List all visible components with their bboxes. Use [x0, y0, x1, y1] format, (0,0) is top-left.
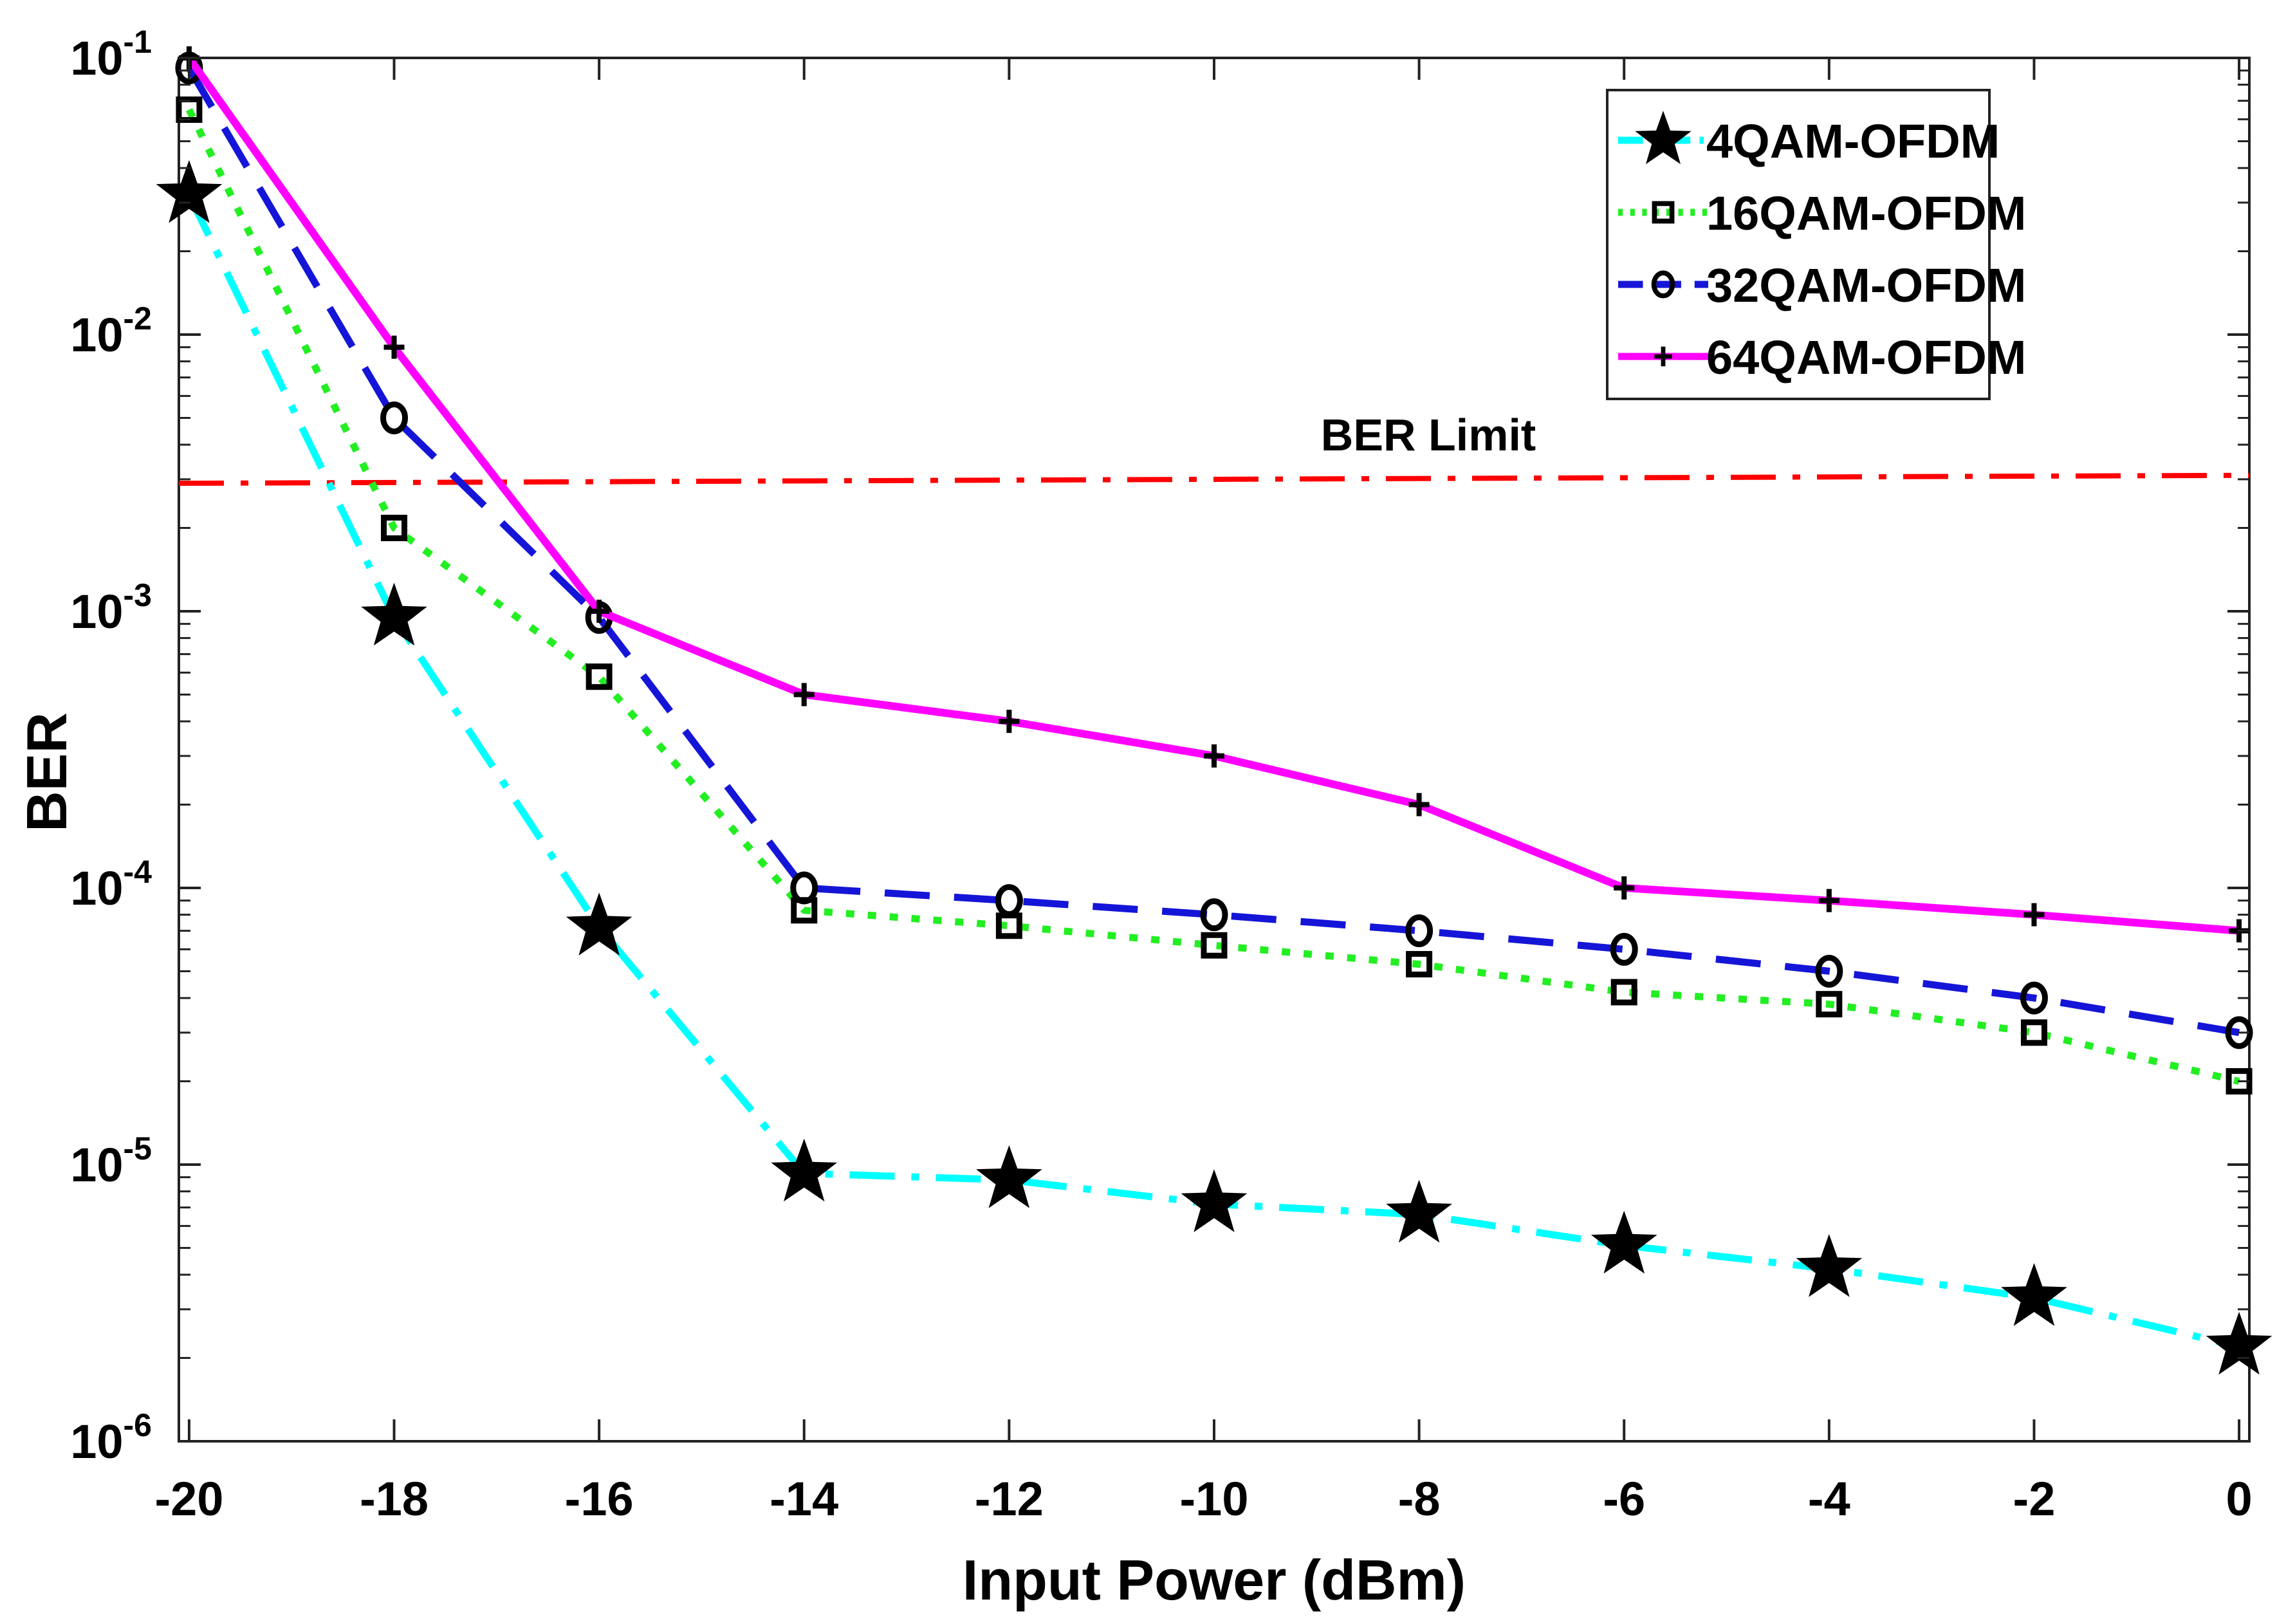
data-point-4qam-ofdm [976, 1145, 1042, 1208]
y-tick-label: 10-3 [70, 577, 152, 638]
series-16qam-ofdm [176, 96, 2253, 1095]
data-point-4qam-ofdm [1796, 1234, 1863, 1297]
data-point-64qam-ofdm [1408, 793, 1430, 817]
data-point-4qam-ofdm [1181, 1169, 1248, 1232]
legend-label-4qam-ofdm: 4QAM-OFDM [1706, 115, 2000, 168]
y-tick-exponent: -4 [124, 854, 152, 890]
y-tick-base: 10 [70, 32, 123, 85]
data-point-32qam-ofdm [1405, 914, 1433, 948]
legend-marker-32qam-ofdm [1651, 270, 1675, 299]
data-point-64qam-ofdm [1614, 876, 1635, 900]
data-point-32qam-ofdm [2020, 981, 2048, 1015]
data-point-4qam-ofdm [2206, 1311, 2272, 1375]
series-line-16qam-ofdm [185, 107, 2240, 1085]
x-tick-label: -6 [1603, 1472, 1645, 1526]
y-tick-exponent: -3 [124, 577, 152, 613]
y-tick-base: 10 [70, 1138, 123, 1192]
ber-limit-label: BER Limit [1321, 410, 1536, 460]
data-point-4qam-ofdm [1590, 1210, 1657, 1274]
data-point-32qam-ofdm [1200, 898, 1228, 932]
x-tick-label: 0 [2226, 1472, 2252, 1526]
x-axis-label: Input Power (dBm) [963, 1548, 1466, 1612]
data-point-32qam-ofdm [1610, 932, 1638, 966]
data-point-16qam-ofdm [2226, 1068, 2253, 1095]
y-tick-label: 10-6 [70, 1407, 152, 1468]
y-tick-exponent: -2 [124, 300, 152, 337]
y-tick-exponent: -6 [124, 1407, 152, 1443]
legend-label-32qam-ofdm: 32QAM-OFDM [1706, 259, 2026, 312]
x-tick-label: -14 [770, 1472, 838, 1526]
data-point-4qam-ofdm [2001, 1263, 2067, 1326]
data-point-16qam-ofdm [381, 515, 408, 542]
data-point-16qam-ofdm [1406, 951, 1433, 978]
legend-label-64qam-ofdm: 64QAM-OFDM [1706, 331, 2026, 384]
series-4qam-ofdm [156, 160, 2272, 1375]
x-tick-label: -10 [1180, 1472, 1249, 1526]
y-tick-base: 10 [70, 1415, 123, 1468]
ber-limit-line [178, 472, 2250, 486]
series-line-32qam-ofdm [186, 66, 2240, 1037]
y-tick-label: 10-1 [70, 24, 152, 85]
y-tick-label: 10-5 [70, 1130, 152, 1192]
data-point-4qam-ofdm [156, 160, 223, 223]
legend-entry-64qam-ofdm: 64QAM-OFDM [1618, 331, 2026, 384]
y-tick-label: 10-4 [70, 854, 152, 915]
data-point-16qam-ofdm [1816, 991, 1843, 1018]
legend-marker-4qam-ofdm [1635, 111, 1691, 165]
legend-label-16qam-ofdm: 16QAM-OFDM [1706, 187, 2026, 240]
y-axis-label: BER [15, 712, 78, 832]
data-point-16qam-ofdm [1610, 979, 1637, 1006]
data-point-32qam-ofdm [380, 401, 409, 434]
data-point-4qam-ofdm [771, 1138, 838, 1202]
x-tick-label: -4 [1808, 1472, 1850, 1526]
ber-limit-layer [178, 472, 2250, 486]
axes-layer: -20 -18 -16 -14 -12 -10 -8 -6 -4 -2 010-110-210-31… [70, 24, 2252, 1526]
data-point-32qam-ofdm [995, 884, 1023, 918]
data-point-64qam-ofdm [999, 710, 1020, 734]
x-tick-label: -8 [1398, 1472, 1441, 1526]
data-point-64qam-ofdm [1818, 889, 1839, 912]
data-point-64qam-ofdm [2023, 903, 2045, 927]
y-tick-base: 10 [70, 585, 123, 638]
data-point-32qam-ofdm [790, 871, 818, 905]
x-tick-label: -2 [2013, 1472, 2056, 1526]
y-tick-exponent: -1 [124, 24, 152, 60]
data-point-64qam-ofdm [793, 683, 815, 706]
x-tick-label: -12 [975, 1472, 1044, 1526]
data-point-4qam-ofdm [1386, 1179, 1452, 1243]
y-tick-label: 10-2 [70, 300, 152, 362]
series-32qam-ofdm [175, 51, 2253, 1049]
y-tick-base: 10 [70, 862, 123, 915]
data-point-4qam-ofdm [361, 582, 427, 646]
data-point-16qam-ofdm [585, 663, 613, 690]
y-tick-base: 10 [70, 308, 123, 362]
data-point-32qam-ofdm [2225, 1016, 2253, 1049]
legend-entry-16qam-ofdm: 16QAM-OFDM [1618, 187, 2026, 240]
x-tick-label: -20 [154, 1472, 223, 1526]
data-point-16qam-ofdm [2020, 1019, 2047, 1046]
data-point-32qam-ofdm [1815, 954, 1843, 988]
legend: 4QAM-OFDM 16QAM-OFDM 32QAM-OFDM 64QAM-OFDM [1606, 89, 2026, 400]
legend-marker-16qam-ofdm [1652, 201, 1675, 224]
series-64qam-ofdm [178, 46, 2250, 943]
legend-entry-4qam-ofdm: 4QAM-OFDM [1618, 111, 2000, 168]
data-point-4qam-ofdm [566, 892, 632, 955]
x-tick-label: -16 [565, 1472, 634, 1526]
x-tick-label: -18 [360, 1472, 429, 1526]
legend-entry-32qam-ofdm: 32QAM-OFDM [1618, 259, 2026, 312]
data-point-16qam-ofdm [1201, 932, 1228, 959]
series-layer [156, 46, 2272, 1375]
legend-marker-64qam-ofdm [1654, 346, 1672, 367]
data-point-64qam-ofdm [589, 600, 610, 623]
data-point-64qam-ofdm [1204, 744, 1224, 768]
y-tick-exponent: -5 [124, 1130, 152, 1167]
data-point-64qam-ofdm [383, 335, 405, 359]
